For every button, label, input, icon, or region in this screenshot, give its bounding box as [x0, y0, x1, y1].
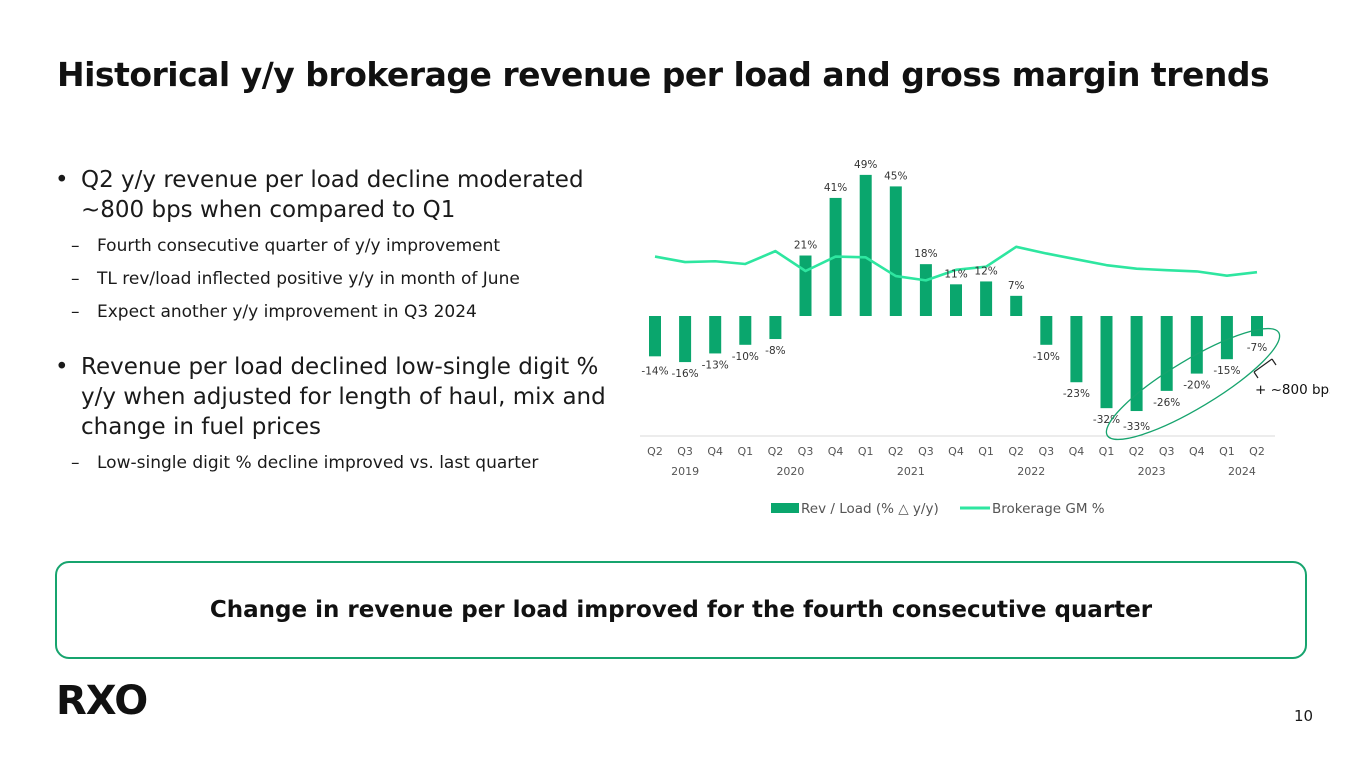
bar-0 — [649, 316, 661, 357]
bar-15 — [1100, 316, 1113, 409]
sub-bullet-text: Expect another y/y improvement in Q3 202… — [97, 302, 477, 322]
x-tick-label-6: Q4 — [828, 445, 844, 458]
callout-box: Change in revenue per load improved for … — [55, 561, 1307, 659]
bar-19 — [1220, 316, 1233, 360]
year-label-1: 2020 — [776, 465, 804, 478]
data-label-14: -23% — [1063, 388, 1090, 400]
x-tick-label-20: Q2 — [1249, 445, 1265, 458]
bar-16 — [1130, 316, 1143, 412]
sub-bullet: – Expect another y/y improvement in Q3 20… — [55, 300, 625, 324]
legend-bar-swatch — [771, 503, 799, 513]
dash-marker: – — [71, 236, 80, 256]
data-label-8: 45% — [884, 170, 907, 182]
data-label-15: -32% — [1093, 414, 1120, 426]
bar-18 — [1190, 316, 1203, 374]
year-label-4: 2023 — [1138, 465, 1166, 478]
x-tick-label-18: Q4 — [1189, 445, 1205, 458]
bar-7 — [859, 174, 872, 316]
bar-2 — [709, 316, 722, 354]
data-label-9: 18% — [914, 248, 937, 260]
x-tick-label-13: Q3 — [1038, 445, 1054, 458]
year-label-5: 2024 — [1228, 465, 1256, 478]
x-tick-label-0: Q2 — [647, 445, 663, 458]
gm-line — [654, 245, 1258, 282]
highlight-ellipse — [1105, 327, 1281, 441]
x-tick-label-15: Q1 — [1099, 445, 1115, 458]
x-tick-label-16: Q2 — [1129, 445, 1145, 458]
x-tick-label-7: Q1 — [858, 445, 874, 458]
sub-bullet-text: Fourth consecutive quarter of y/y improv… — [97, 236, 501, 256]
data-label-16: -33% — [1123, 421, 1150, 433]
bar-12 — [1010, 295, 1023, 316]
data-label-19: -15% — [1213, 365, 1240, 377]
bar-13 — [1040, 316, 1053, 345]
bullet-1: Q2 y/y revenue per load decline moderate… — [55, 165, 625, 225]
x-tick-label-12: Q2 — [1008, 445, 1024, 458]
data-label-0: -14% — [641, 365, 668, 377]
callout-text: Change in revenue per load improved for … — [209, 597, 1153, 623]
year-label-2: 2021 — [897, 465, 925, 478]
x-tick-label-11: Q1 — [978, 445, 994, 458]
sub-bullet: – TL rev/load inflected positive y/y in m… — [55, 267, 625, 291]
bar-17 — [1160, 316, 1173, 391]
bar-1 — [679, 316, 692, 363]
x-tick-label-10: Q4 — [948, 445, 964, 458]
bar-4 — [769, 316, 782, 340]
data-label-20: -7% — [1247, 342, 1267, 354]
data-label-5: 21% — [794, 240, 817, 252]
x-tick-label-1: Q3 — [677, 445, 693, 458]
x-tick-label-17: Q3 — [1159, 445, 1175, 458]
legend-bar-label: Rev / Load (% △ y/y) — [801, 501, 939, 517]
bar-14 — [1070, 316, 1083, 383]
x-tick-label-9: Q3 — [918, 445, 934, 458]
data-label-4: -8% — [765, 345, 785, 357]
x-tick-label-19: Q1 — [1219, 445, 1235, 458]
sub-bullet: – Fourth consecutive quarter of y/y impro… — [55, 234, 625, 258]
bullet-2: Revenue per load declined low-single dig… — [55, 352, 625, 442]
data-label-12: 7% — [1008, 280, 1025, 292]
data-label-11: 12% — [974, 265, 997, 277]
annotation-text: + ~800 bps — [1255, 382, 1330, 398]
page-title: Historical y/y brokerage revenue per loa… — [57, 55, 1270, 94]
page-number: 10 — [1294, 707, 1314, 725]
sub-bullet-text: Low-single digit % decline improved vs. … — [97, 453, 539, 473]
bar-3 — [739, 316, 752, 345]
x-tick-label-2: Q4 — [707, 445, 723, 458]
x-tick-label-3: Q1 — [737, 445, 753, 458]
bullet-list: Q2 y/y revenue per load decline moderate… — [55, 165, 625, 475]
x-tick-label-14: Q4 — [1069, 445, 1085, 458]
data-label-17: -26% — [1153, 397, 1180, 409]
x-tick-label-5: Q3 — [798, 445, 814, 458]
dash-marker: – — [71, 302, 80, 322]
data-label-13: -10% — [1033, 351, 1060, 363]
legend-line-label: Brokerage GM % — [992, 501, 1105, 517]
x-tick-label-8: Q2 — [888, 445, 904, 458]
bar-20 — [1251, 316, 1263, 337]
sub-bullet: – Low-single digit % decline improved vs.… — [55, 451, 625, 475]
bar-11 — [980, 281, 993, 316]
revenue-gm-chart: -14% -16%-13%-10% -8%21%41%49%45%18%11% 12%… — [640, 159, 1330, 517]
rxo-logo: RXO — [56, 678, 148, 724]
year-label-0: 2019 — [671, 465, 699, 478]
bar-5 — [799, 255, 812, 316]
dash-marker: – — [71, 269, 80, 289]
bar-9 — [919, 264, 932, 316]
sub-bullet-text: TL rev/load inflected positive y/y in mo… — [97, 269, 520, 289]
data-label-3: -10% — [732, 351, 759, 363]
data-label-18: -20% — [1183, 380, 1210, 392]
x-tick-label-4: Q2 — [768, 445, 784, 458]
data-label-7: 49% — [854, 159, 877, 171]
data-label-10: 11% — [944, 268, 967, 280]
bar-10 — [950, 284, 962, 316]
annotation-bracket — [1253, 358, 1277, 379]
data-label-2: -13% — [702, 359, 729, 371]
year-label-3: 2022 — [1017, 465, 1045, 478]
bar-8 — [889, 186, 902, 316]
dash-marker: – — [71, 453, 80, 473]
data-label-6: 41% — [824, 182, 847, 194]
data-label-1: -16% — [672, 368, 699, 380]
